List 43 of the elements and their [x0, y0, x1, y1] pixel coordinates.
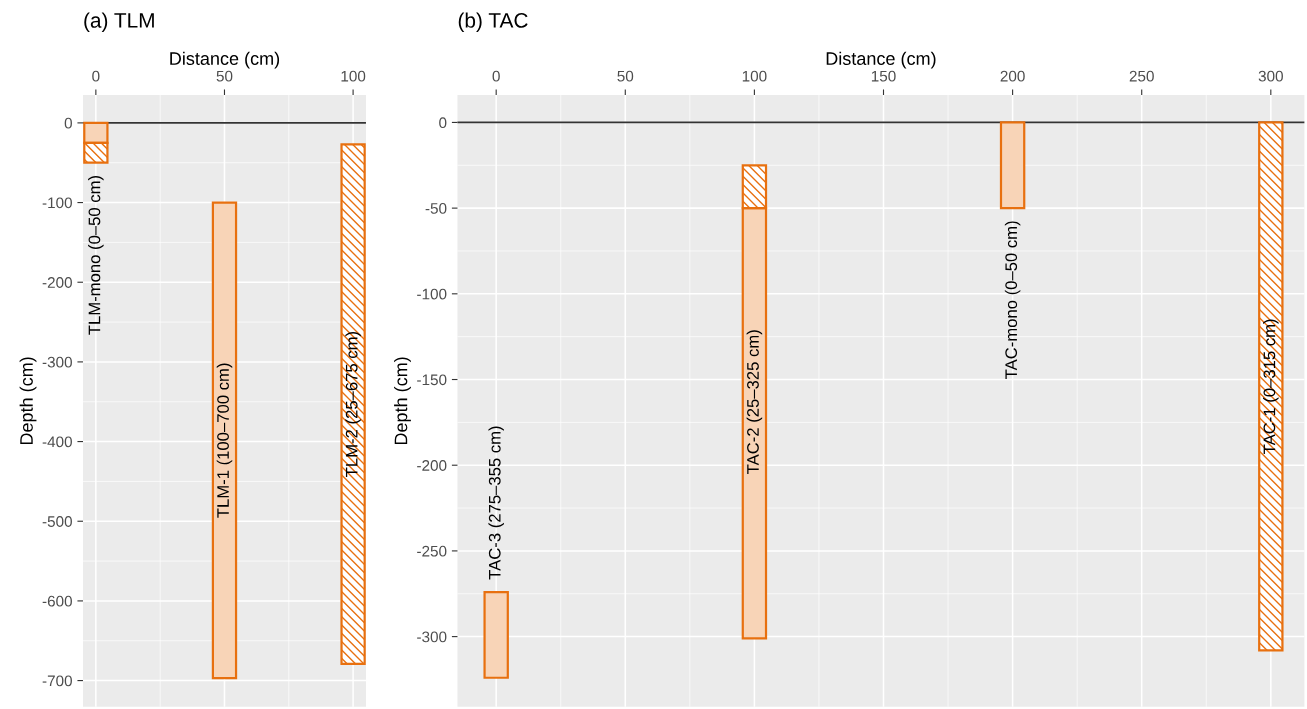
y-tick-label: -300: [417, 631, 447, 643]
bar: [211, 201, 238, 680]
y-axis-title: Depth (cm): [19, 357, 37, 445]
x-tick-label: 0: [492, 70, 500, 82]
x-tick-label: 50: [216, 70, 233, 82]
y-tick-label: -300: [42, 356, 72, 368]
annotation: TLM-1 (100–700 cm): [216, 363, 233, 518]
y-tick-label: -400: [42, 436, 72, 448]
x-tick-label: 150: [871, 70, 896, 82]
y-tick-label: -100: [42, 197, 72, 209]
chart-title: (a) TLM: [84, 12, 154, 32]
y-tick-label: -200: [42, 277, 72, 288]
annotation: TAC-1 (0–315 cm): [1263, 319, 1279, 454]
bar: [1258, 121, 1284, 652]
annotation: TAC-3 (275–355 cm): [488, 426, 504, 580]
bar: [483, 590, 509, 679]
x-tick-label: 50: [617, 70, 634, 82]
y-tick-label: -600: [42, 595, 72, 607]
annotation: TAC-2 (25–325 cm): [746, 330, 763, 474]
y-axis-title: Depth (cm): [394, 357, 411, 445]
x-axis-title: Distance (cm): [170, 51, 280, 69]
y-tick-label: -500: [42, 516, 72, 527]
chart-title: (b) TAC: [458, 12, 528, 32]
x-tick-label: 100: [742, 70, 767, 82]
y-tick-label: -700: [42, 675, 72, 687]
x-tick-label: 250: [1129, 70, 1154, 82]
bar: [340, 143, 366, 665]
y-tick-label: -150: [417, 374, 447, 386]
y-tick-label: -100: [417, 288, 447, 300]
y-tick-label: -50: [425, 202, 447, 214]
x-tick-label: 300: [1258, 70, 1283, 82]
x-tick-label: 100: [341, 70, 366, 82]
annotation: TLM-2 (25–675 cm): [345, 331, 361, 477]
annotation: TAC-mono (0–50 cm): [1004, 221, 1021, 379]
y-tick-label: 0: [64, 117, 72, 129]
bar: [999, 121, 1026, 210]
annotation: TLM-mono (0–50 cm): [88, 175, 104, 335]
y-tick-label: -200: [417, 460, 447, 471]
x-axis-title: Distance (cm): [826, 51, 936, 69]
y-tick-label: -250: [417, 545, 447, 557]
y-tick-label: 0: [439, 117, 447, 129]
x-tick-label: 200: [1000, 70, 1025, 82]
x-tick-label: 0: [92, 70, 100, 82]
